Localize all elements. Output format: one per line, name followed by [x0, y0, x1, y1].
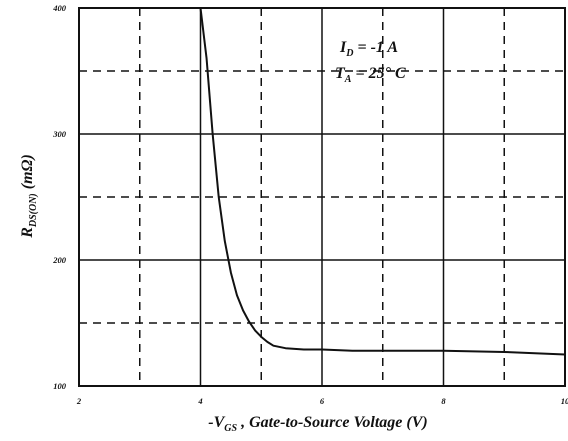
series-layer	[199, 7, 566, 356]
y-axis-label-main: R	[19, 227, 36, 239]
annotation-current-subscript: D	[345, 48, 353, 59]
annotation-temperature-value: = 25° C	[351, 65, 406, 82]
annotation-temperature: TA = 25° C	[335, 65, 406, 85]
x-axis-label-prefix: -V	[208, 414, 225, 431]
y-axis-label-subscript: DS(ON)	[28, 193, 39, 228]
y-tick-label: 100	[53, 381, 67, 391]
x-tick-label: 10	[561, 396, 568, 406]
plot-frame	[78, 7, 566, 387]
y-tick-label: 200	[52, 255, 67, 265]
series-line	[199, 7, 566, 356]
grid-layer	[79, 8, 565, 386]
x-axis-label-suffix: , Gate-to-Source Voltage (V)	[237, 414, 428, 431]
annotation-temperature-label: T	[335, 65, 346, 82]
x-axis-label: -VGS , Gate-to-Source Voltage (V)	[208, 414, 427, 434]
annotation-temperature-subscript: A	[344, 74, 352, 85]
annotation-current-label: I	[339, 39, 347, 56]
y-tick-label: 300	[52, 129, 67, 139]
y-axis-label: RDS(ON) (mΩ)	[19, 154, 39, 239]
plot-border	[78, 7, 566, 387]
annotation-current: ID = -1 A	[339, 39, 398, 59]
x-tick-label: 6	[320, 396, 325, 406]
y-axis-label-suffix: (mΩ)	[19, 154, 36, 193]
x-tick-label: 8	[441, 396, 446, 406]
x-axis-label-subscript: GS	[224, 423, 237, 434]
y-tick-label: 400	[52, 3, 67, 13]
x-tick-label: 2	[76, 396, 82, 406]
x-tick-label: 4	[197, 396, 202, 406]
tick-labels: 2 4 6 8 10 100 200 300 400	[52, 3, 568, 406]
annotation-current-value: = -1 A	[353, 39, 398, 56]
